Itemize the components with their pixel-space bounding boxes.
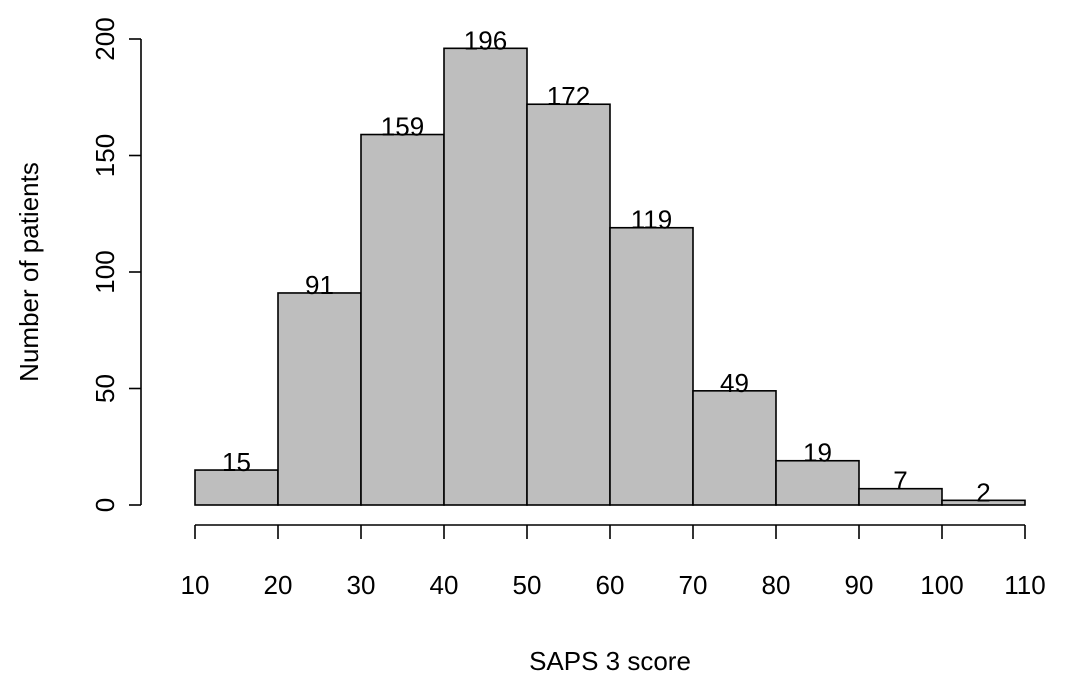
y-tick-label-150: 150 [90,134,120,177]
x-tick-label-60: 60 [596,570,625,600]
bars-group [194,47,1026,506]
y-axis-title: Number of patients [14,162,44,382]
bar-80-90 [775,459,860,506]
bar-30-40 [360,133,445,506]
bar-50-60 [526,103,611,506]
bar-label-20-30: 91 [305,270,334,300]
bar-label-40-50: 196 [464,25,507,55]
bar-label-80-90: 19 [803,438,832,468]
x-tick-label-10: 10 [181,570,210,600]
bar-label-10-20: 15 [222,447,251,477]
bar-70-80 [692,390,777,506]
bar-100-110 [941,499,1026,506]
bar-label-60-70: 119 [631,205,672,235]
x-axis-title: SAPS 3 score [529,646,691,676]
bar-60-70 [609,226,694,506]
bar-label-30-40: 159 [381,112,424,142]
bar-labels-group: 15 91 159 196 172 119 49 19 7 2 [222,25,991,507]
y-tick-label-0: 0 [90,498,120,512]
x-tick-label-50: 50 [513,570,542,600]
bar-label-90-100: 7 [893,466,907,496]
x-tick-label-80: 80 [762,570,791,600]
y-axis: 0 50 100 150 200 [90,17,142,512]
y-tick-label-200: 200 [90,17,120,60]
x-tick-label-90: 90 [845,570,874,600]
bar-label-70-80: 49 [720,368,749,398]
y-tick-label-50: 50 [90,374,120,403]
x-tick-label-20: 20 [264,570,293,600]
x-axis: 10 20 30 40 50 60 70 80 90 100 110 [181,524,1046,600]
bar-label-100-110: 2 [976,477,990,507]
x-tick-label-110: 110 [1004,570,1045,600]
x-tick-label-100: 100 [920,570,963,600]
x-tick-label-40: 40 [430,570,459,600]
y-tick-label-100: 100 [90,250,120,293]
x-tick-label-30: 30 [347,570,376,600]
bar-90-100 [858,487,943,506]
bar-label-50-60: 172 [547,81,590,111]
bar-10-20 [194,469,279,506]
bar-40-50 [443,47,528,506]
x-tick-label-70: 70 [679,570,708,600]
bar-20-30 [277,292,362,506]
